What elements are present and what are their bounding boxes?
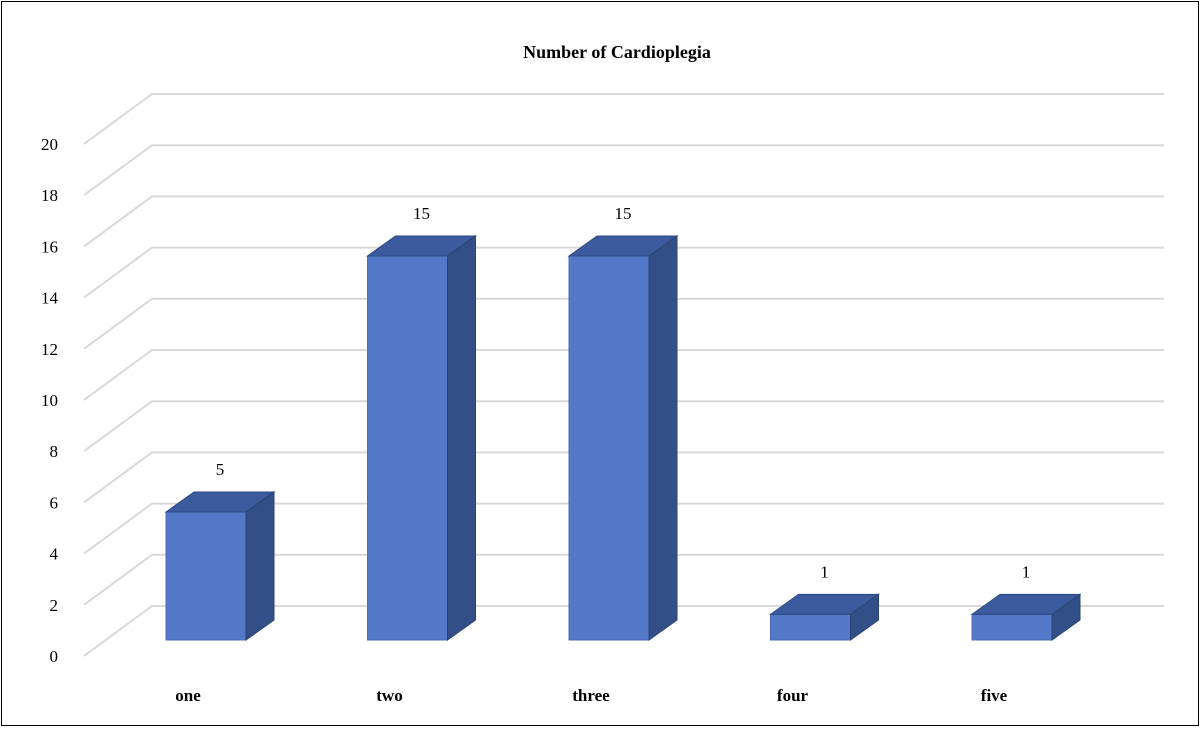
y-tick-label: 14 <box>41 289 59 308</box>
gridline <box>83 195 1164 248</box>
gridline <box>83 349 1164 401</box>
gridline <box>83 553 1164 606</box>
bar <box>768 593 881 641</box>
data-label: 15 <box>615 204 632 223</box>
y-tick-label: 16 <box>41 237 58 256</box>
x-axis-ticks: one two three four five <box>175 686 1007 705</box>
bar-front-face <box>367 255 448 641</box>
gridline <box>83 93 1164 145</box>
data-labels: 5 15 15 1 1 <box>216 204 1031 581</box>
y-tick-label: 2 <box>50 596 59 615</box>
bar-front-face <box>568 255 650 641</box>
bar <box>970 593 1082 641</box>
y-tick-label: 8 <box>50 442 59 461</box>
x-tick-label: four <box>777 686 809 705</box>
y-axis-ticks: 0 2 4 6 8 10 12 14 16 18 20 <box>41 135 59 666</box>
bar-front-face <box>165 511 247 641</box>
gridlines <box>83 93 1164 657</box>
bars <box>164 235 1082 641</box>
x-tick-label: one <box>175 686 201 705</box>
data-label: 1 <box>1022 562 1031 581</box>
x-tick-label: three <box>572 686 610 705</box>
bar-side-face <box>850 593 879 641</box>
gridline <box>83 400 1164 453</box>
bar-side-face <box>648 235 678 641</box>
gridline <box>83 451 1164 504</box>
bar <box>365 235 478 641</box>
chart-title: Number of Cardioplegia <box>523 42 711 62</box>
bar-front-face <box>770 613 851 641</box>
bar <box>164 491 276 641</box>
y-tick-label: 12 <box>41 340 58 359</box>
y-tick-label: 18 <box>41 186 58 205</box>
bar-side-face <box>1051 593 1081 641</box>
bar-side-face <box>447 235 476 641</box>
bar-front-face <box>971 613 1053 641</box>
y-tick-label: 4 <box>50 545 59 564</box>
gridline <box>83 297 1164 350</box>
y-tick-label: 0 <box>50 647 59 666</box>
gridline <box>83 246 1164 299</box>
data-label: 5 <box>216 460 225 479</box>
x-tick-label: five <box>981 686 1008 705</box>
gridline <box>83 502 1164 555</box>
y-tick-label: 20 <box>41 135 58 154</box>
x-tick-label: two <box>376 686 402 705</box>
data-label: 15 <box>413 204 430 223</box>
bar <box>567 235 679 641</box>
gridline <box>83 144 1164 197</box>
data-label: 1 <box>820 562 829 581</box>
y-tick-label: 10 <box>41 391 58 410</box>
bar-side-face <box>245 491 275 641</box>
y-tick-label: 6 <box>50 493 59 512</box>
